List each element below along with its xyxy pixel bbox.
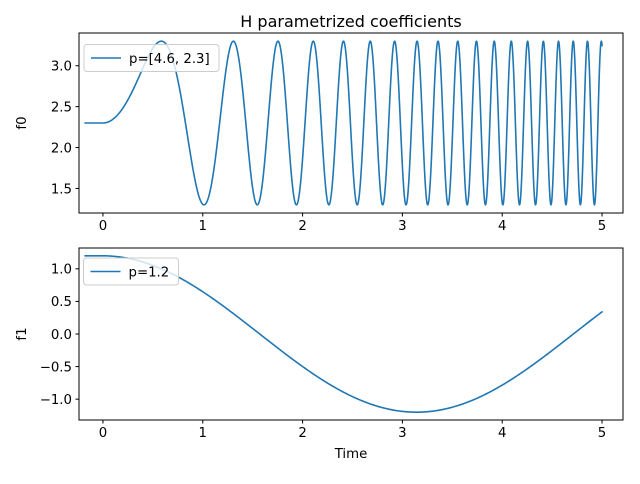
f0-ylabel: f0 [15,116,30,129]
axes-frame-f1 [78,247,624,421]
axis-ticks-f0: 0 1 2 3 4 5 1.5 2.0 2.5 3.0 [51,60,606,234]
x-tick-label: 3 [398,426,406,441]
x-tick-label: 1 [199,426,207,441]
y-tick-label: −0.5 [40,360,72,375]
legend-f0: p=[4.6, 2.3] [83,44,220,72]
x-tick-label: 1 [199,219,207,234]
x-tick-label: 4 [498,426,506,441]
x-tick-label: 0 [99,426,107,441]
x-tick-label: 5 [598,219,606,234]
y-tick-label: 2.0 [51,141,72,156]
y-tick-label: 2.5 [51,100,72,115]
legend-frame-f0 [83,44,220,72]
subplot-f1: 0 1 2 3 4 5 1.0 0.5 0.0 −0.5 −1.0 f1 p=1.2 Time [15,247,624,462]
time-xlabel: Time [334,447,368,462]
legend-frame-f1 [83,257,179,286]
axes-frame-f0 [78,32,624,214]
x-tick-label: 0 [99,219,107,234]
legend-f1: p=1.2 [83,257,179,286]
legend-label-f0: p=[4.6, 2.3] [129,52,210,67]
x-tick-label: 5 [598,426,606,441]
y-tick-label: 0.5 [51,295,72,310]
y-tick-label: −1.0 [40,393,72,408]
legend-label-f1: p=1.2 [129,265,170,280]
figure-title: H parametrized coefficients [240,12,461,31]
subplot-f0: 0 1 2 3 4 5 1.5 2.0 2.5 3.0 f0 p=[4.6, 2.3] [15,32,624,234]
x-tick-label: 4 [498,219,506,234]
y-tick-label: 1.0 [51,263,72,278]
x-tick-label: 3 [398,219,406,234]
x-tick-label: 2 [298,219,306,234]
y-tick-label: 1.5 [51,182,72,197]
y-tick-label: 3.0 [51,60,72,75]
y-tick-label: 0.0 [51,328,72,343]
axis-ticks-f1: 0 1 2 3 4 5 1.0 0.5 0.0 −0.5 −1.0 [40,263,607,441]
f1-ylabel: f1 [15,327,30,340]
x-tick-label: 2 [298,426,306,441]
